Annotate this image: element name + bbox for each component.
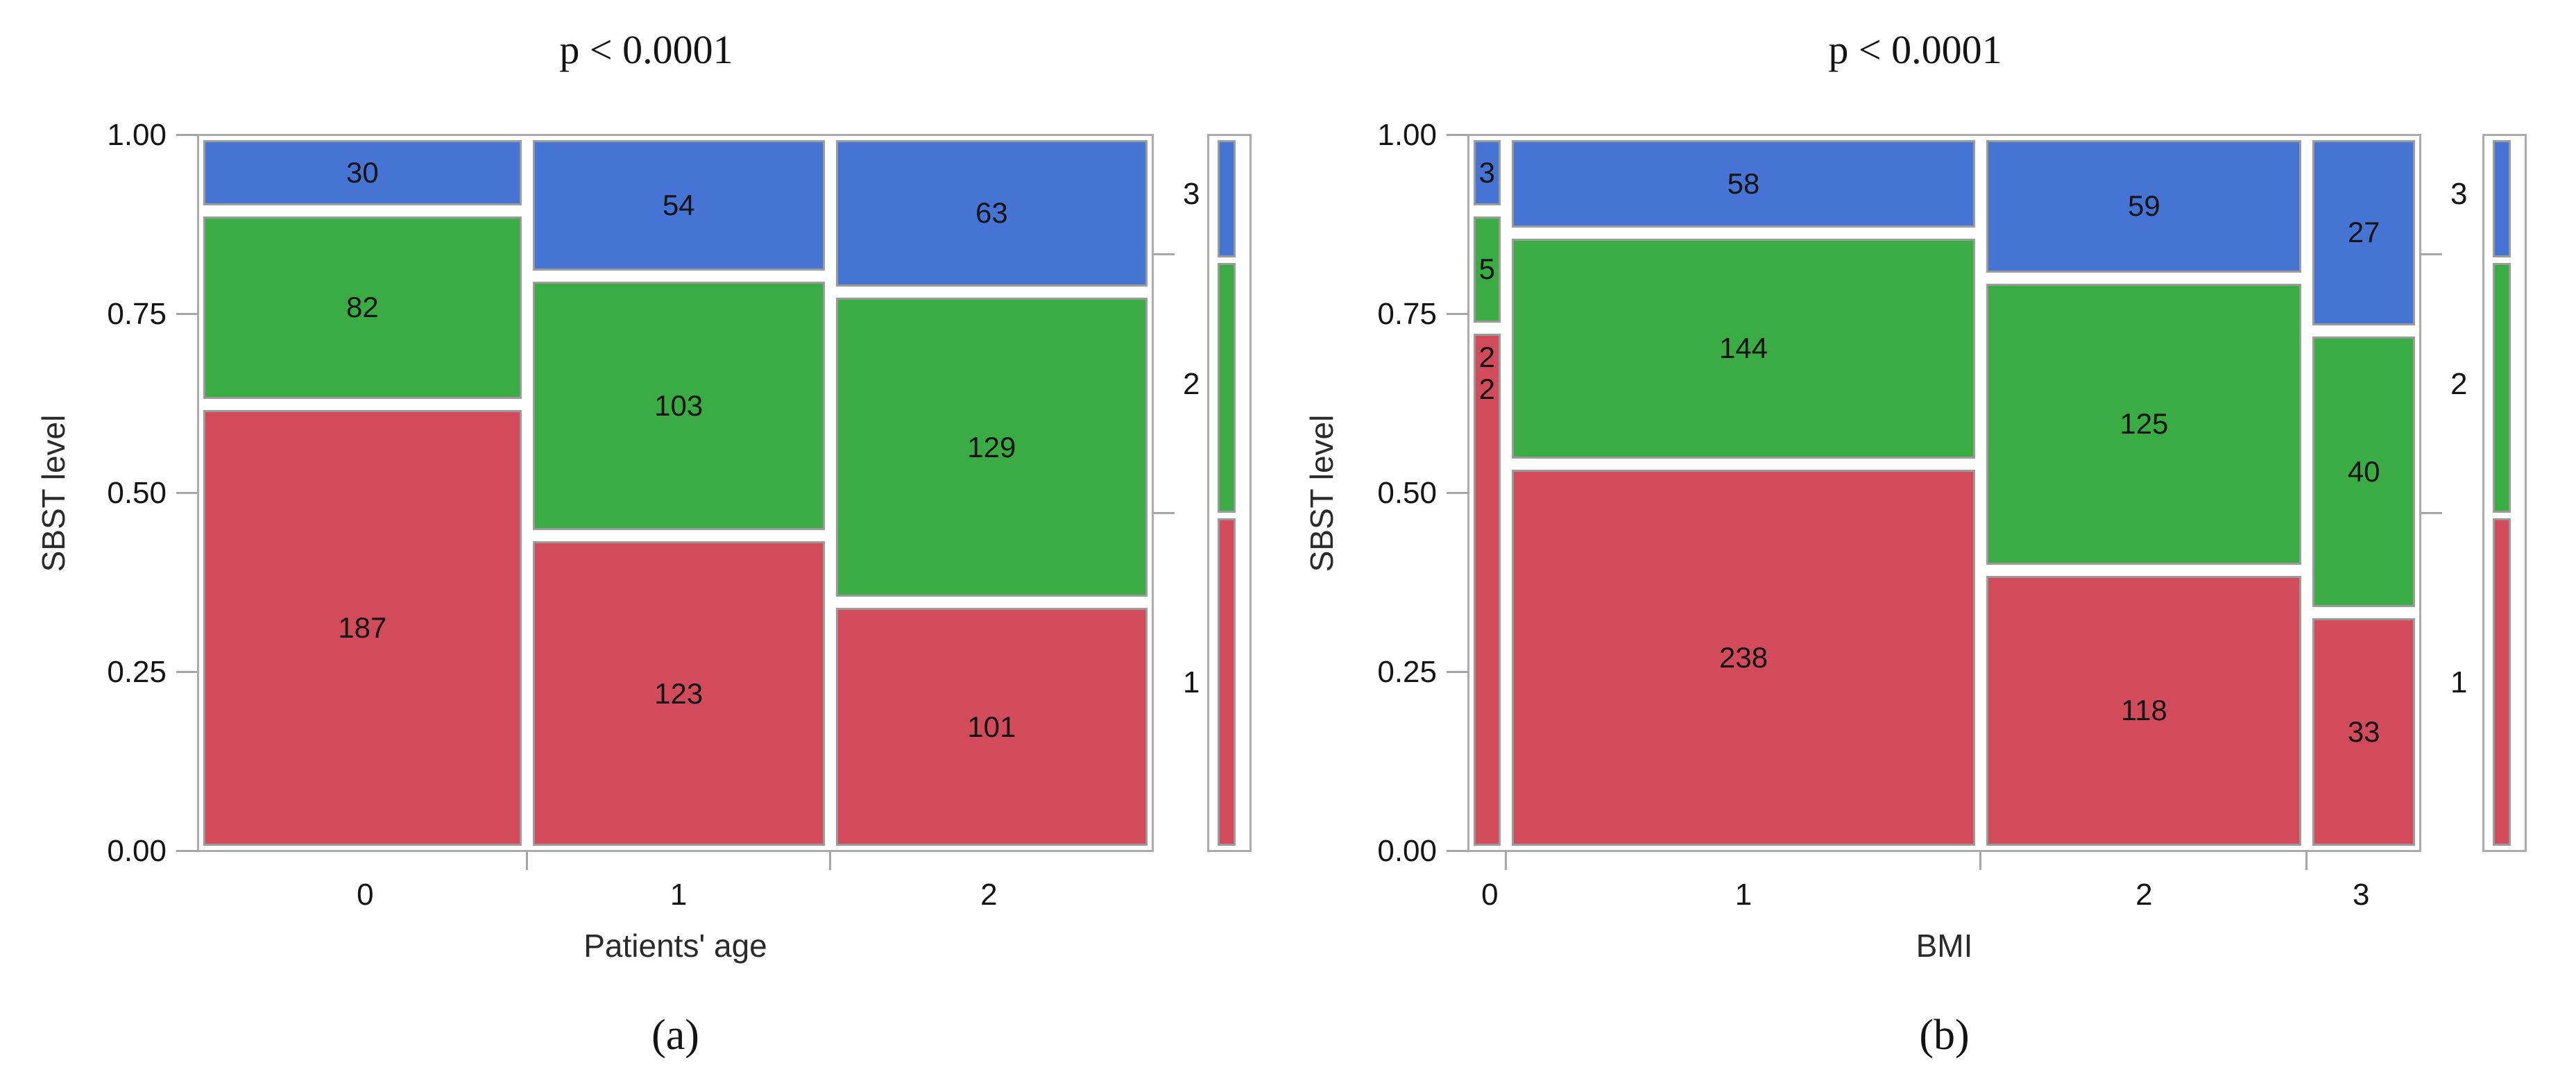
marginal-segment-level3: [2493, 140, 2511, 257]
x-category-label: 0: [357, 878, 374, 912]
y-tick-label: 0.25: [107, 654, 167, 689]
mosaic-cell-a-x1-level1: 123: [532, 541, 825, 846]
panel-b-caption: (b): [1919, 1012, 1970, 1059]
y-tick: [1447, 670, 1469, 673]
y-tick-label: 0.75: [1377, 296, 1437, 331]
y-tick: [1447, 133, 1469, 136]
panel-b-significance-title: p < 0.0001: [1828, 27, 2002, 72]
x-category-label: 0: [1481, 878, 1499, 912]
level-axis-label: 2: [2450, 366, 2468, 401]
panel-b-plot-frame: 3 5 2 2 58 144 238 59 125 118 27 40 33: [1467, 134, 2421, 852]
right-tick: [2421, 253, 2442, 256]
right-tick: [2421, 512, 2442, 515]
x-category-label: 1: [669, 878, 688, 912]
y-tick: [176, 312, 198, 315]
mosaic-cell-a-x2-level1: 101: [835, 608, 1148, 846]
y-tick: [1447, 491, 1469, 494]
mosaic-cell-b-x2-level3: 59: [1986, 140, 2302, 273]
mosaic-cell-a-x2-level3: 63: [835, 140, 1148, 287]
mosaic-cell-b-x2-level2: 125: [1986, 283, 2302, 565]
y-tick-label: 0.00: [107, 833, 167, 868]
y-tick-label: 1.00: [1377, 117, 1437, 152]
level-axis-label: 1: [2450, 665, 2468, 700]
y-tick-label: 1.00: [107, 117, 167, 152]
marginal-segment-level1: [2493, 518, 2511, 846]
mosaic-cell-b-x0-level3: 3: [1474, 140, 1501, 205]
cell-label-line: 2: [1478, 341, 1496, 374]
y-tick: [176, 491, 198, 494]
mosaic-cell-b-x0-level2: 5: [1474, 216, 1501, 323]
level-axis-label: 3: [2450, 177, 2468, 212]
y-tick-label: 0.50: [107, 475, 167, 510]
level-axis-label: 2: [1183, 366, 1200, 401]
mosaic-cell-b-x1-level3: 58: [1511, 140, 1976, 228]
marginal-segment-level3: [1218, 140, 1236, 257]
cell-label-line: 2: [1478, 373, 1496, 406]
mosaic-cell-b-x3-level2: 40: [2312, 336, 2415, 608]
panel-a-caption: (a): [651, 1012, 699, 1059]
panel-a-significance-title: p < 0.0001: [559, 27, 733, 72]
mosaic-cell-b-x1-level1: 238: [1511, 469, 1976, 846]
y-tick: [176, 133, 198, 136]
y-tick-label: 0.25: [1377, 654, 1437, 689]
y-tick: [1447, 849, 1469, 852]
mosaic-cell-b-x2-level1: 118: [1986, 575, 2302, 846]
mosaic-cell-a-x0-level1: 187: [203, 409, 522, 846]
panel-a-marginal-bar-frame: [1207, 134, 1252, 852]
y-tick: [176, 670, 198, 673]
x-category-label: 2: [2135, 878, 2153, 912]
panel-b-x-axis-title: BMI: [1916, 928, 1973, 964]
marginal-segment-level1: [1218, 518, 1236, 846]
panel-b-marginal-bar-frame: [2482, 134, 2527, 852]
mosaic-cell-a-x1-level3: 54: [532, 140, 825, 271]
y-tick-label: 0.50: [1377, 475, 1437, 510]
x-tick: [2305, 852, 2308, 870]
level-axis-label: 1: [1183, 665, 1200, 700]
y-tick-label: 0.75: [107, 296, 167, 331]
mosaic-cell-a-x1-level2: 103: [532, 282, 825, 531]
mosaic-cell-b-x1-level2: 144: [1511, 239, 1976, 459]
x-tick: [828, 852, 831, 870]
mosaic-cell-a-x0-level3: 30: [203, 140, 522, 206]
mosaic-cell-a-x0-level2: 82: [203, 216, 522, 399]
mosaic-cell-a-x2-level2: 129: [835, 297, 1148, 597]
panel-a-plot-frame: 30 82 187 54 103 123 63 129 101: [197, 134, 1154, 852]
right-tick: [1154, 512, 1175, 515]
x-tick: [1504, 852, 1507, 870]
x-category-label: 3: [2352, 878, 2370, 912]
y-tick: [176, 849, 198, 852]
right-tick: [1154, 253, 1175, 256]
mosaic-cell-b-x3-level1: 33: [2312, 618, 2415, 846]
y-tick-label: 0.00: [1377, 833, 1437, 868]
mosaic-cell-b-x3-level3: 27: [2312, 140, 2415, 325]
panel-a-x-axis-title: Patients' age: [583, 928, 767, 964]
marginal-segment-level2: [2493, 262, 2511, 513]
x-category-label: 1: [1734, 878, 1752, 912]
y-tick: [1447, 312, 1469, 315]
level-axis-label: 3: [1183, 177, 1200, 212]
x-category-label: 2: [980, 878, 998, 912]
x-tick: [1979, 852, 1982, 870]
x-tick: [525, 852, 528, 870]
marginal-segment-level2: [1218, 262, 1236, 513]
